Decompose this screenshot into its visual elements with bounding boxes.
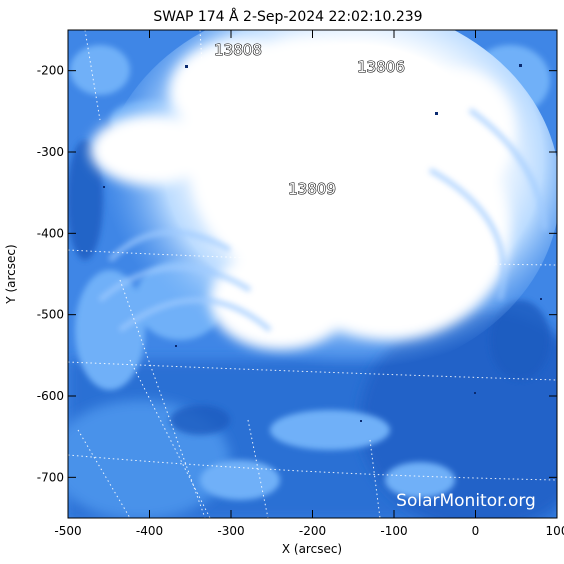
x-tick-label: -100 <box>380 524 407 538</box>
x-axis-label: X (arcsec) <box>282 542 342 556</box>
x-tick-label: 100 <box>546 524 564 538</box>
image-title: SWAP 174 Å 2-Sep-2024 22:02:10.239 <box>153 8 422 25</box>
x-axis: -500 -400 -300 -200 -100 0 100 <box>54 30 564 538</box>
region-label-13809: 13809 <box>288 180 336 198</box>
x-tick-label: -300 <box>217 524 244 538</box>
y-tick-label: -300 <box>37 145 64 159</box>
y-axis-label: Y (arcsec) <box>4 244 18 304</box>
x-tick-label: 0 <box>472 524 480 538</box>
y-tick-label: -400 <box>37 226 64 240</box>
y-tick-label: -200 <box>37 64 64 78</box>
x-tick-label: -500 <box>54 524 81 538</box>
x-tick-label: -400 <box>136 524 163 538</box>
x-tick-label: -200 <box>299 524 326 538</box>
region-label-13806: 13806 <box>357 58 405 76</box>
y-tick-label: -600 <box>37 389 64 403</box>
y-axis: -200 -300 -400 -500 -600 -700 <box>37 64 557 484</box>
solarmonitor-credit: SolarMonitor.org <box>396 491 536 511</box>
solar-image <box>68 30 557 518</box>
y-tick-label: -500 <box>37 308 64 322</box>
region-label-13808: 13808 <box>214 41 262 59</box>
y-tick-label: -700 <box>37 470 64 484</box>
